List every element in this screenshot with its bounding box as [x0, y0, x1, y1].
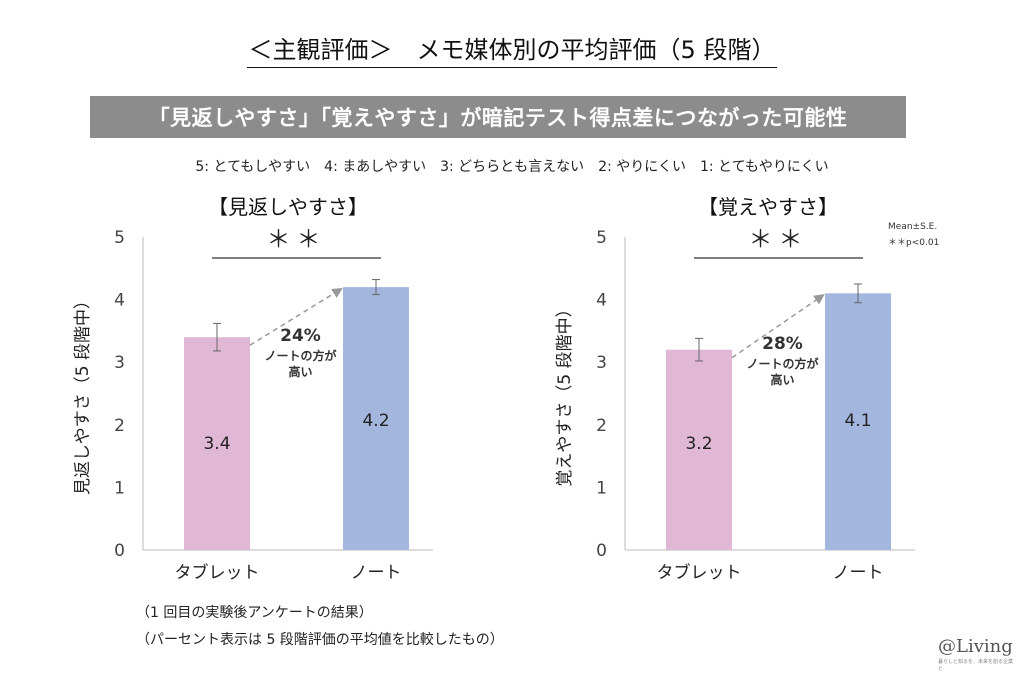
stats-note: Mean±S.E. ＊＊p<0.01 — [888, 219, 939, 251]
footnotes: （1 回目の実験後アンケートの結果） （パーセント表示は 5 段階評価の平均値を… — [136, 600, 504, 654]
logo-text: @Living — [938, 636, 1013, 657]
chart2-category-0: タブレット — [657, 562, 742, 583]
logo-tagline: 暮らしと知るを、未来を創る企業と — [938, 659, 1014, 672]
chart1-y-tick-4: 4 — [114, 291, 125, 311]
chart1-diff-percent: 24% — [280, 326, 321, 346]
chart1-y-tick-0: 0 — [114, 541, 125, 561]
chart1-diff-note-line1: ノートの方が — [264, 348, 336, 363]
chart2-y-tick-2: 2 — [596, 416, 607, 436]
chart2-category-1: ノート — [833, 563, 884, 583]
chart2-diff-arrow — [731, 294, 825, 359]
chart2-y-tick-4: 4 — [596, 291, 607, 311]
chart2-y-tick-0: 0 — [596, 541, 607, 561]
chart2-diff-note-line2: 高い — [770, 372, 794, 387]
chart1-significance-mark: ＊＊ — [267, 225, 327, 253]
scale-legend: 5: とてもしやすい 4: まあしやすい 3: どちらとも言えない 2: やりに… — [195, 159, 829, 175]
chart1-diff-note-line2: 高い — [288, 364, 312, 379]
chart1-value-label-0: 3.4 — [203, 434, 230, 454]
page-title-text: ＜主観評価＞ メモ媒体別の平均評価（5 段階） — [246, 36, 778, 68]
chart1-title: 【見返しやすさ】 — [208, 195, 368, 219]
footnote-1: （1 回目の実験後アンケートの結果） — [136, 605, 373, 621]
chart2-y-tick-1: 1 — [596, 478, 607, 498]
chart2-y-tick-3: 3 — [596, 353, 607, 373]
chart1-bar-note — [343, 287, 409, 550]
headline-banner: 「見返しやすさ」「覚えやすさ」が暗記テスト得点差につながった可能性 — [90, 96, 906, 138]
chart2-y-label: 覚えやすさ（5 段階中） — [555, 300, 575, 486]
chart2-y-tick-5: 5 — [596, 228, 607, 248]
chart1-value-label-1: 4.2 — [362, 411, 389, 431]
chart1-category-1: ノート — [351, 563, 402, 583]
chart1-y-tick-1: 1 — [114, 478, 125, 498]
chart2-value-label-1: 4.1 — [844, 411, 871, 431]
stats-note-mean-se: Mean±S.E. — [888, 222, 938, 232]
footnote-2: （パーセント表示は 5 段階評価の平均値を比較したもの） — [136, 632, 504, 648]
chart2-title: 【覚えやすさ】 — [698, 195, 838, 219]
chart1-y-label: 見返しやすさ（5 段階中） — [73, 292, 93, 495]
chart2-diff-percent: 28% — [762, 334, 803, 354]
chart1-y-tick-3: 3 — [114, 353, 125, 373]
chart2-bar-note — [825, 293, 891, 550]
chart1-bar-tablet — [184, 337, 250, 550]
chart2-significance-mark: ＊＊ — [749, 225, 809, 253]
chart2-bar-tablet — [666, 349, 732, 550]
chart1-category-0: タブレット — [175, 562, 260, 583]
stats-note-pvalue: ＊＊p<0.01 — [888, 238, 940, 248]
page-title: ＜主観評価＞ メモ媒体別の平均評価（5 段階） — [0, 30, 1024, 68]
chart2-diff-note-line1: ノートの方が — [746, 356, 818, 371]
chart1-y-tick-5: 5 — [114, 228, 125, 248]
brand-logo: @Living 暮らしと知るを、未来を創る企業と — [938, 636, 1016, 672]
chart2-value-label-0: 3.2 — [685, 434, 712, 454]
chart1-y-tick-2: 2 — [114, 416, 125, 436]
